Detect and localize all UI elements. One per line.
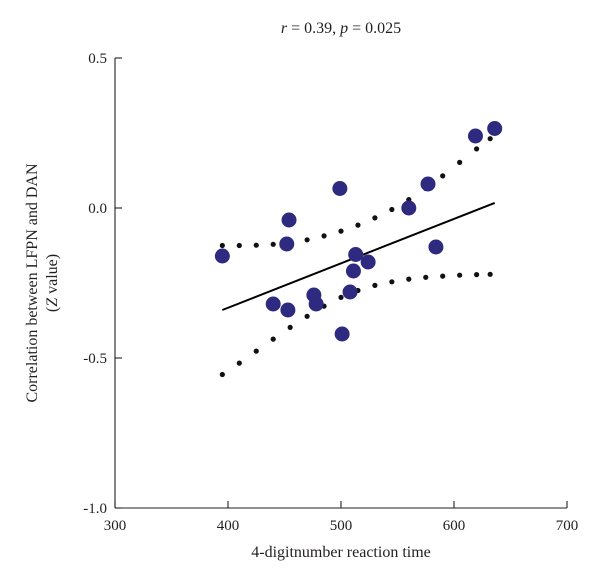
ci-upper-dot (253, 242, 259, 248)
ci-upper-dot (457, 159, 463, 165)
y-tick-label: 0.5 (88, 51, 107, 67)
ci-upper-dot (219, 242, 225, 249)
ci-lower-dot (440, 273, 446, 279)
ci-upper-dot (355, 222, 361, 228)
data-point (308, 296, 324, 312)
x-tick-label: 600 (443, 518, 466, 534)
ci-lower-dot (389, 279, 395, 285)
x-tick-label: 300 (104, 518, 127, 534)
data-point (467, 128, 483, 144)
axes: 300 400 500 600 700 0.5 0.0 -0.5 -1.0 (83, 51, 578, 534)
data-point (214, 248, 230, 264)
data-point (345, 263, 361, 279)
data-point (360, 254, 376, 270)
y-axis-title-line2: (Z value) (44, 254, 61, 312)
data-point (342, 284, 358, 300)
x-tick-label: 400 (217, 518, 240, 534)
data-point (279, 236, 295, 252)
x-tick-label: 500 (330, 518, 353, 534)
ci-lower-dot (487, 271, 493, 277)
chart-title: r = 0.39, p = 0.025 (281, 20, 401, 37)
data-point (401, 200, 417, 216)
data-point (428, 239, 444, 255)
ci-upper-dot (440, 173, 446, 179)
ci-upper-dot (338, 228, 344, 234)
ci-lower-dot (253, 348, 259, 354)
ci-upper-dot (236, 242, 242, 249)
ci-lower-dot (304, 313, 310, 319)
y-tick-label: 0.0 (88, 201, 107, 217)
x-axis-title: 4-digitnumber reaction time (251, 544, 431, 561)
data-point (420, 176, 436, 192)
ci-upper-dot (487, 136, 493, 142)
ci-lower-dot (219, 371, 225, 378)
data-point (280, 302, 296, 318)
data-point (281, 212, 297, 228)
ci-lower-dot (457, 272, 463, 278)
data-point (334, 326, 350, 342)
ci-lower-dot (406, 276, 412, 282)
data-point (332, 181, 348, 196)
ci-upper-dot (270, 241, 276, 247)
y-tick-label: -0.5 (83, 351, 107, 367)
ci-upper-dot (389, 206, 395, 213)
ci-upper-dot (304, 237, 310, 243)
confidence-bands (219, 136, 493, 378)
ci-lower-dot (372, 282, 378, 288)
ci-lower-dot (236, 360, 242, 366)
ci-lower-dot (423, 274, 429, 280)
data-point (348, 247, 364, 262)
data-point (487, 121, 503, 136)
ci-lower-dot (474, 272, 480, 278)
ci-upper-dot (372, 215, 378, 221)
ci-lower-dot (287, 324, 293, 330)
data-points (214, 121, 503, 342)
chart-labels: r = 0.39, p = 0.025 4-digitnumber reacti… (24, 20, 431, 561)
ci-upper-dot (321, 233, 327, 239)
y-tick-label: -1.0 (83, 501, 107, 517)
data-point (265, 296, 281, 312)
y-axis-title-line1: Correlation between LFPN and DAN (24, 163, 41, 403)
ci-lower-dot (338, 294, 344, 300)
x-tick-label: 700 (556, 518, 579, 534)
ci-lower-dot (270, 336, 276, 342)
ci-upper-dot (474, 146, 480, 152)
